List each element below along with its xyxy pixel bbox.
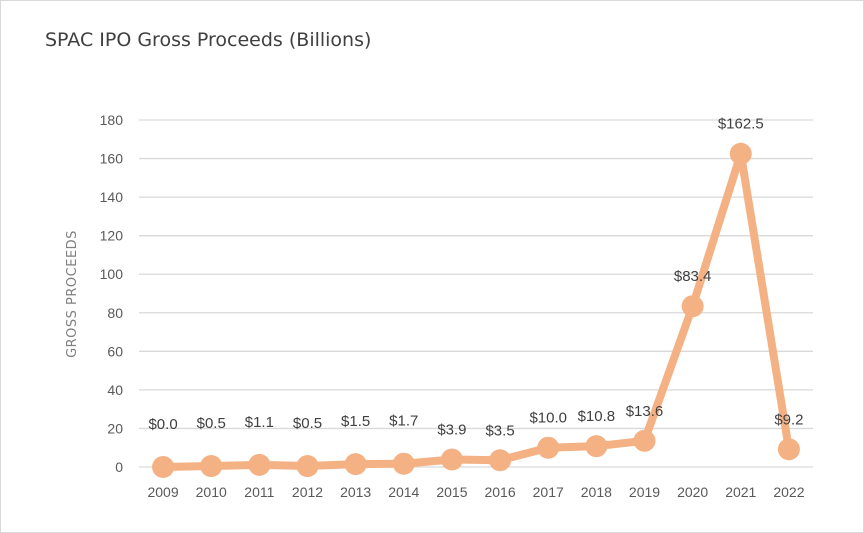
x-tick-label: 2009 [147,484,178,500]
x-tick-label: 2010 [196,484,227,500]
y-tick-label: 140 [100,189,124,205]
y-tick-label: 0 [115,459,123,475]
y-tick-label: 80 [107,305,123,321]
y-tick-label: 60 [107,343,123,359]
data-point [633,429,656,452]
data-label: $10.8 [578,408,616,425]
x-tick-label: 2012 [292,484,323,500]
x-tick-label: 2022 [773,484,804,500]
x-tick-label: 2015 [436,484,467,500]
data-points [152,142,800,478]
x-tick-label: 2017 [533,484,564,500]
data-label: $1.1 [245,414,274,431]
x-tick-label: 2011 [244,484,274,500]
gridlines [139,119,813,468]
x-tick-label: 2018 [581,484,612,500]
data-label: $0.5 [293,415,322,432]
data-point [777,438,800,461]
data-label: $10.0 [529,410,567,427]
data-label: $83.4 [674,268,712,285]
y-tick-label: 100 [100,266,124,282]
data-point [344,453,367,476]
data-label: $1.7 [389,413,418,430]
data-label: $3.9 [437,421,466,438]
data-label: $1.5 [341,413,370,430]
chart-title: SPAC IPO Gross Proceeds (Billions) [45,29,372,51]
x-tick-label: 2013 [340,484,371,500]
x-tick-label: 2019 [629,484,660,500]
data-point [200,455,223,478]
x-axis-ticks: 2009 2010 2011 2012 2013 2014 2015 2016 2017 2018… [147,484,804,500]
data-label: $3.5 [485,422,514,439]
data-point [585,435,608,458]
y-axis-ticks: 0 20 40 60 80 100 120 140 160 180 [100,112,124,475]
x-tick-label: 2016 [484,484,515,500]
y-tick-label: 180 [100,112,124,128]
data-label: $0.0 [148,416,177,433]
data-point [392,452,415,475]
data-label: $0.5 [197,415,226,432]
y-axis-label: GROSS PROCEEDS [65,230,80,358]
x-tick-label: 2014 [388,484,419,500]
x-tick-label: 2021 [725,484,756,500]
data-labels: $0.0 $0.5 $1.1 $0.5 $1.5 $1.7 $3.9 $3.5 $10.0 $10… [148,116,803,440]
data-point [729,142,752,165]
data-label: $162.5 [718,116,764,133]
y-tick-label: 120 [100,228,124,244]
data-point [152,456,175,478]
data-point [537,436,560,459]
x-tick-label: 2020 [677,484,708,500]
y-tick-label: 160 [100,151,124,167]
y-tick-label: 40 [107,382,123,398]
data-point [296,455,319,478]
data-point [489,449,512,472]
data-point [681,295,704,318]
data-label: $13.6 [626,403,664,420]
data-label: $9.2 [774,411,803,428]
data-point [248,453,271,476]
data-point [440,448,463,471]
y-tick-label: 20 [107,420,123,436]
